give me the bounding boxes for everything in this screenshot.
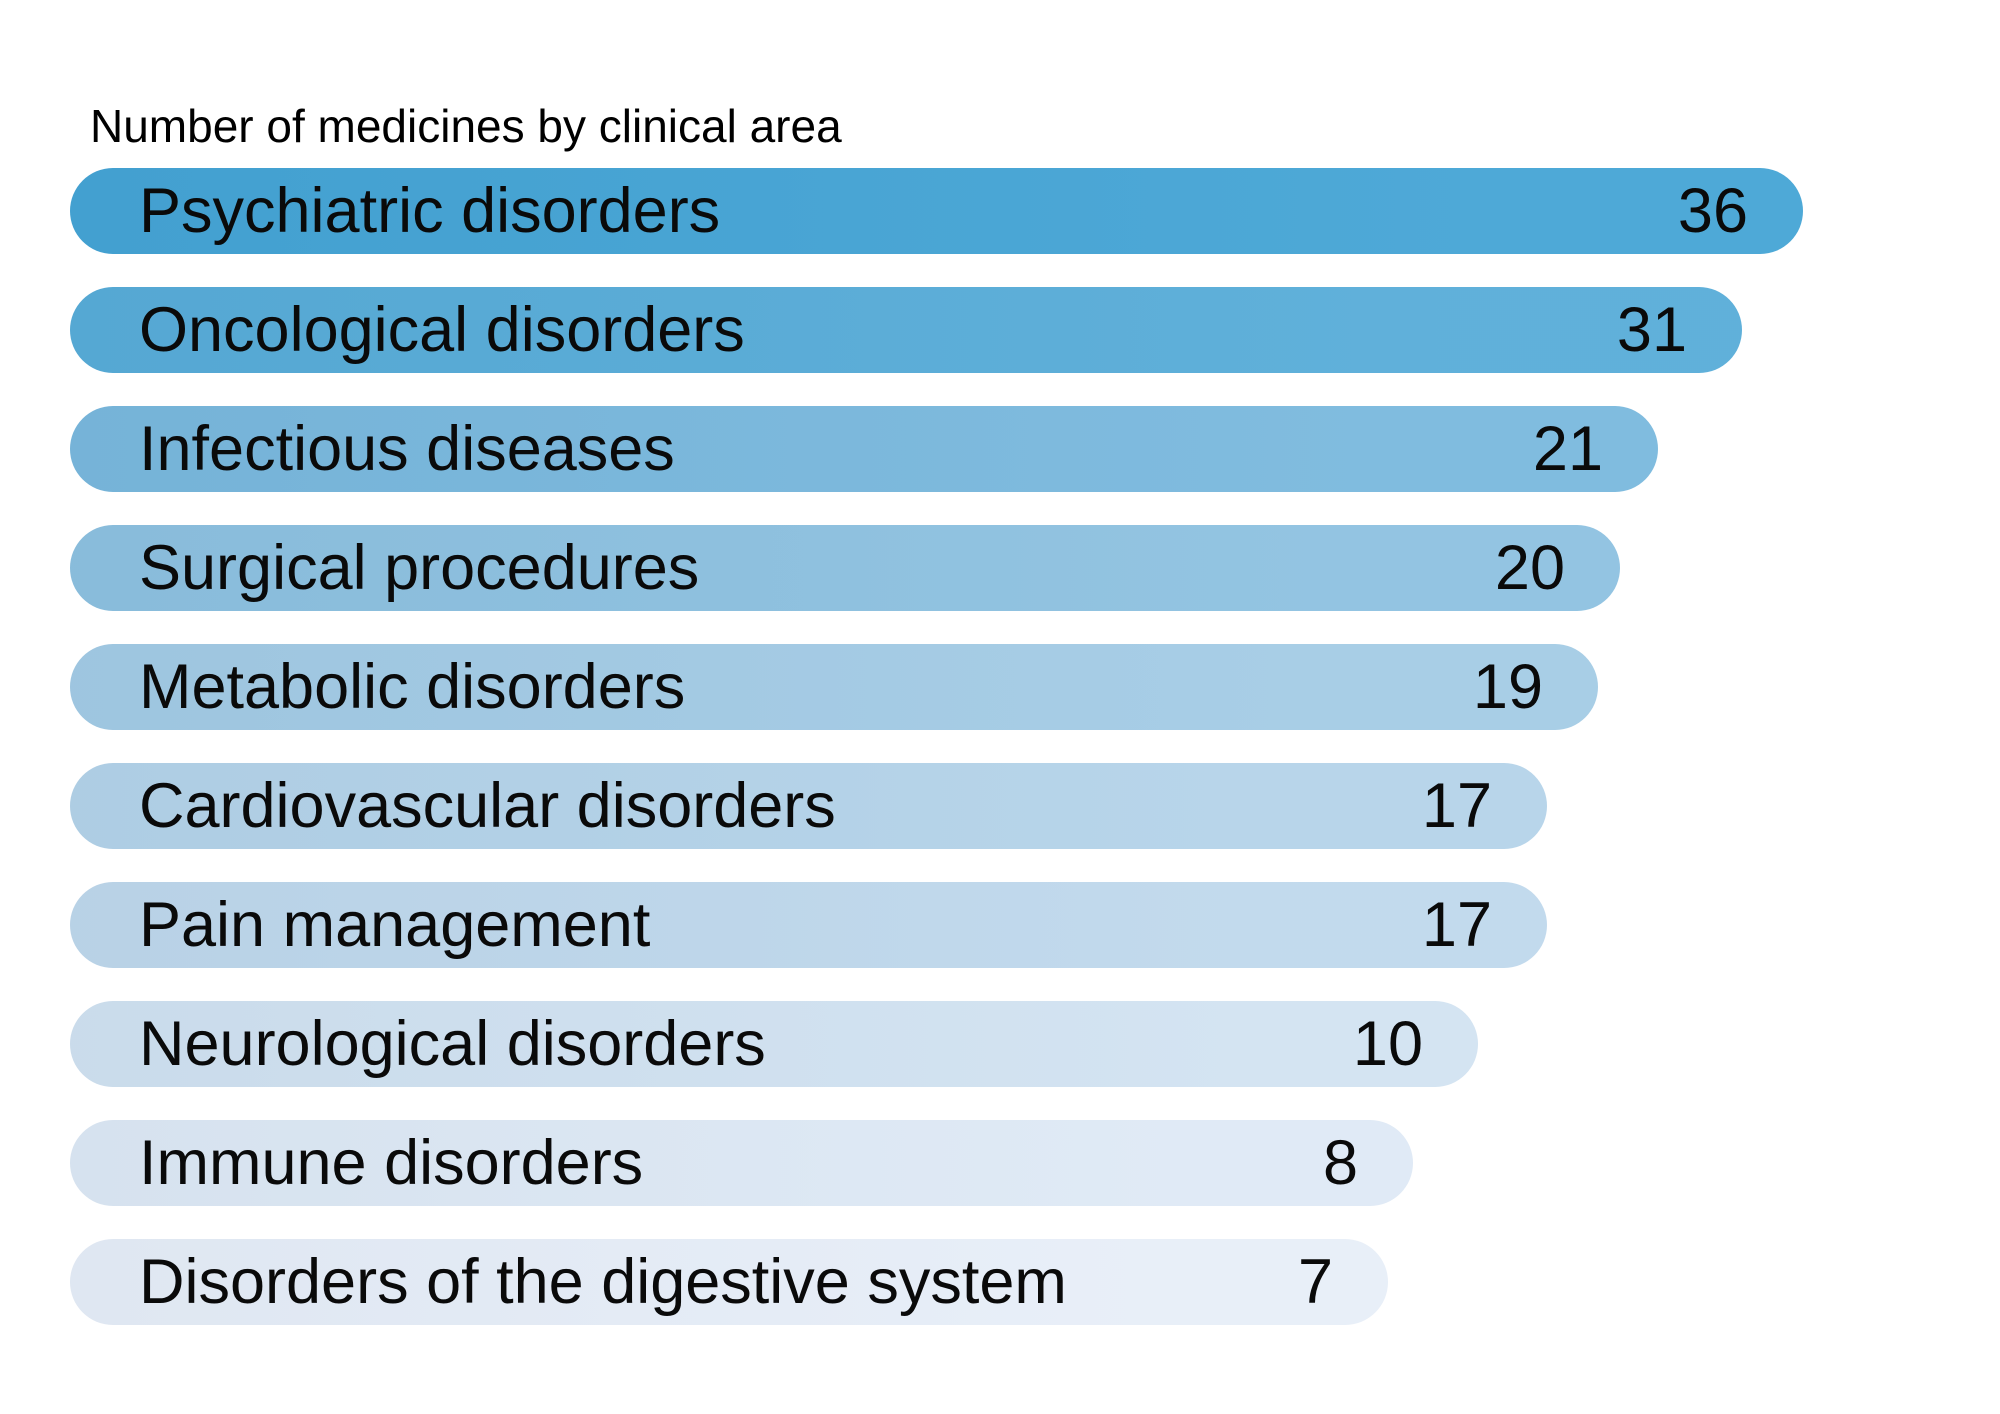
bar-value: 8	[1322, 1127, 1358, 1198]
bar-row: Surgical procedures 20	[70, 525, 1620, 611]
bar-label: Psychiatric disorders	[139, 175, 721, 246]
bar-row: Cardiovascular disorders 17	[70, 763, 1547, 849]
bar-value: 19	[1472, 651, 1543, 722]
bar-row: Pain management 17	[70, 882, 1547, 968]
bar-value: 36	[1677, 175, 1748, 246]
bar-label: Immune disorders	[139, 1127, 644, 1198]
bar-label: Infectious diseases	[139, 413, 675, 484]
bar-row: Disorders of the digestive system 7	[70, 1239, 1388, 1325]
bar-row: Immune disorders 8	[70, 1120, 1413, 1206]
bar-row: Psychiatric disorders 36	[70, 168, 1803, 254]
bar-label: Cardiovascular disorders	[139, 770, 836, 841]
bar-row: Neurological disorders 10	[70, 1001, 1478, 1087]
bar-chart: Psychiatric disorders 36 Oncological dis…	[70, 168, 1803, 1358]
bar-label: Pain management	[139, 889, 651, 960]
bar-label: Metabolic disorders	[139, 651, 686, 722]
bar-label: Oncological disorders	[139, 294, 745, 365]
bar-label: Disorders of the digestive system	[139, 1246, 1067, 1317]
bar-value: 20	[1494, 532, 1565, 603]
bar-row: Infectious diseases 21	[70, 406, 1658, 492]
bar-row: Oncological disorders 31	[70, 287, 1742, 373]
bar-value: 21	[1532, 413, 1603, 484]
bar-label: Surgical procedures	[139, 532, 700, 603]
bar-value: 31	[1616, 294, 1687, 365]
bar-label: Neurological disorders	[139, 1008, 766, 1079]
bar-value: 7	[1297, 1246, 1333, 1317]
chart-title: Number of medicines by clinical area	[90, 100, 842, 152]
bar-value: 10	[1352, 1008, 1423, 1079]
bar-row: Metabolic disorders 19	[70, 644, 1598, 730]
bar-value: 17	[1421, 889, 1492, 960]
bar-value: 17	[1421, 770, 1492, 841]
